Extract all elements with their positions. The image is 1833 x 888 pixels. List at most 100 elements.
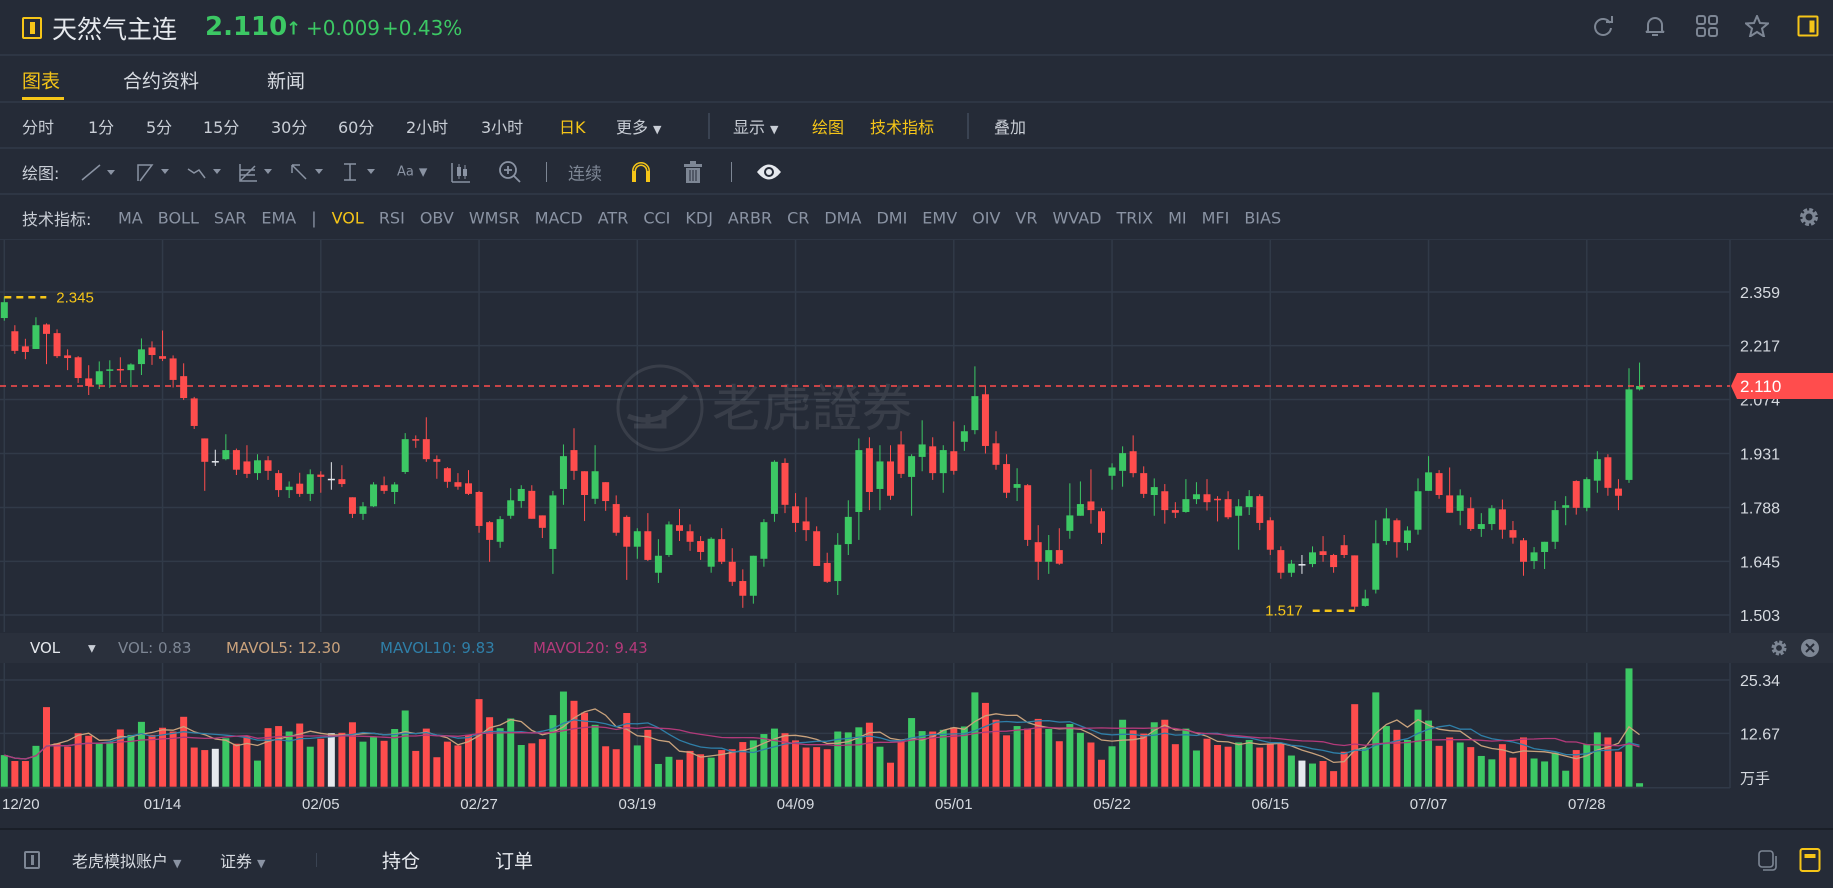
candle-body	[1098, 511, 1105, 533]
indicator-macd[interactable]: MACD	[534, 208, 583, 228]
tab-chart[interactable]: 图表	[22, 70, 61, 93]
timeframe-3h[interactable]: 3小时	[481, 118, 524, 137]
volume-settings-icon[interactable]	[1769, 638, 1789, 658]
timeframe-intraday[interactable]: 分时	[22, 118, 55, 137]
more-dropdown[interactable]: 更多 ▼	[616, 114, 661, 138]
indicator-kdj[interactable]: KDJ	[685, 208, 713, 228]
text-tool[interactable]: Aa ▼	[397, 165, 427, 180]
candle	[74, 356, 82, 383]
indicator-wvad[interactable]: WVAD	[1052, 208, 1102, 228]
tab-news[interactable]: 新闻	[267, 70, 306, 93]
continuous-toggle[interactable]: 连续	[568, 164, 602, 185]
timeframe-5m[interactable]: 5分	[146, 118, 173, 137]
sidebar-toggle-icon[interactable]	[24, 851, 40, 869]
indicator-mi[interactable]: MI	[1168, 208, 1187, 228]
indicator-arbr[interactable]: ARBR	[727, 208, 773, 228]
tab-contract-info[interactable]: 合约资料	[123, 70, 200, 93]
indicator-ma[interactable]: MA	[118, 208, 143, 228]
timeframe-15m[interactable]: 15分	[203, 118, 240, 137]
indicator-dmi[interactable]: DMI	[876, 208, 908, 228]
candle-body	[1340, 545, 1348, 556]
account-select[interactable]: 老虎模拟账户 ▼	[72, 848, 181, 872]
volume-bar	[781, 733, 789, 787]
timeframe-daily[interactable]: 日K	[559, 118, 586, 137]
line-tool-icon[interactable]	[80, 162, 120, 182]
indicator-emv[interactable]: EMV	[922, 208, 958, 228]
candle-body	[686, 531, 694, 542]
candle	[201, 438, 209, 491]
candle-body	[781, 462, 789, 505]
order-panel-icon[interactable]	[1799, 848, 1821, 872]
volume-bar	[370, 736, 378, 787]
magnet-icon[interactable]	[631, 161, 651, 183]
arrow-tool-icon[interactable]	[288, 161, 328, 183]
volume-indicator-select[interactable]: VOL	[30, 639, 61, 657]
indicator-rsi[interactable]: RSI	[378, 208, 405, 228]
draw-toggle[interactable]: 绘图	[812, 118, 845, 137]
candle-body	[159, 356, 167, 359]
indicator-mfi[interactable]: MFI	[1201, 208, 1230, 228]
indicator-trix[interactable]: TRIX	[1116, 208, 1154, 228]
timeframe-60m[interactable]: 60分	[338, 118, 375, 137]
market-select[interactable]: 证券 ▼	[220, 848, 265, 872]
timeframe-30m[interactable]: 30分	[271, 118, 308, 137]
indicator-dma[interactable]: DMA	[824, 208, 862, 228]
trash-icon[interactable]	[683, 160, 703, 184]
candle	[570, 428, 578, 480]
zoom-in-icon[interactable]	[498, 160, 522, 184]
candle	[412, 435, 420, 448]
indicators-toggle[interactable]: 技术指标	[870, 118, 935, 137]
close-volume-icon[interactable]	[1800, 638, 1820, 658]
wave-tool-icon[interactable]	[186, 161, 226, 183]
indicator-obv[interactable]: OBV	[419, 208, 454, 228]
volume-bar	[317, 738, 325, 787]
display-dropdown[interactable]: 显示 ▼	[733, 114, 778, 138]
contract-icon[interactable]	[22, 17, 42, 39]
timeframe-1m[interactable]: 1分	[88, 118, 115, 137]
indicator-sar[interactable]: SAR	[213, 208, 247, 228]
volume-bar	[1298, 760, 1306, 787]
caret-down-icon[interactable]: ▼	[88, 643, 96, 655]
indicator-vr[interactable]: VR	[1015, 208, 1038, 228]
orders-tab[interactable]: 订单	[495, 850, 534, 873]
indicator-bias[interactable]: BIAS	[1244, 208, 1282, 228]
indicator-cr[interactable]: CR	[787, 208, 810, 228]
candle	[338, 465, 346, 488]
candlestick-chart[interactable]: 2.3592.2172.0741.9311.7881.6451.50312/20…	[0, 240, 1833, 828]
volume-bar	[1614, 751, 1622, 787]
candle	[1604, 454, 1612, 496]
indicator-wmsr[interactable]: WMSR	[468, 208, 520, 228]
volume-bar	[1150, 722, 1158, 787]
indicator-cci[interactable]: CCI	[643, 208, 671, 228]
candle-tool-icon[interactable]	[450, 161, 472, 183]
candle-body	[1562, 505, 1570, 508]
indicator-oiv[interactable]: OIV	[972, 208, 1001, 228]
star-icon[interactable]	[1745, 15, 1769, 37]
polyline-tool-icon[interactable]	[134, 161, 174, 183]
fibonacci-tool-icon[interactable]	[237, 161, 277, 183]
candle-body	[855, 450, 863, 512]
settings-gear-icon[interactable]	[1797, 205, 1821, 229]
candle	[169, 355, 177, 388]
candle-body	[676, 525, 683, 531]
candle	[1277, 546, 1285, 579]
indicator-boll[interactable]: BOLL	[157, 208, 199, 228]
refresh-icon[interactable]	[1592, 15, 1614, 37]
indicator-atr[interactable]: ATR	[597, 208, 629, 228]
volume-bar	[0, 755, 8, 787]
candle-body	[654, 555, 662, 573]
indicator-ema[interactable]: EMA	[261, 208, 297, 228]
eye-icon[interactable]	[756, 163, 782, 181]
measure-tool-icon[interactable]	[340, 161, 380, 183]
volume-bar	[159, 727, 167, 787]
high-marker-label: 2.345	[56, 289, 94, 306]
bell-icon[interactable]	[1645, 15, 1665, 37]
grid-icon[interactable]	[1696, 15, 1718, 37]
indicator-vol[interactable]: VOL	[331, 208, 364, 228]
positions-tab[interactable]: 持仓	[382, 850, 421, 873]
window-copy-icon[interactable]	[1757, 849, 1779, 871]
volume-bar	[348, 722, 356, 787]
timeframe-2h[interactable]: 2小时	[406, 118, 449, 137]
panel-toggle-icon[interactable]	[1797, 15, 1819, 37]
overlay-button[interactable]: 叠加	[994, 118, 1027, 137]
